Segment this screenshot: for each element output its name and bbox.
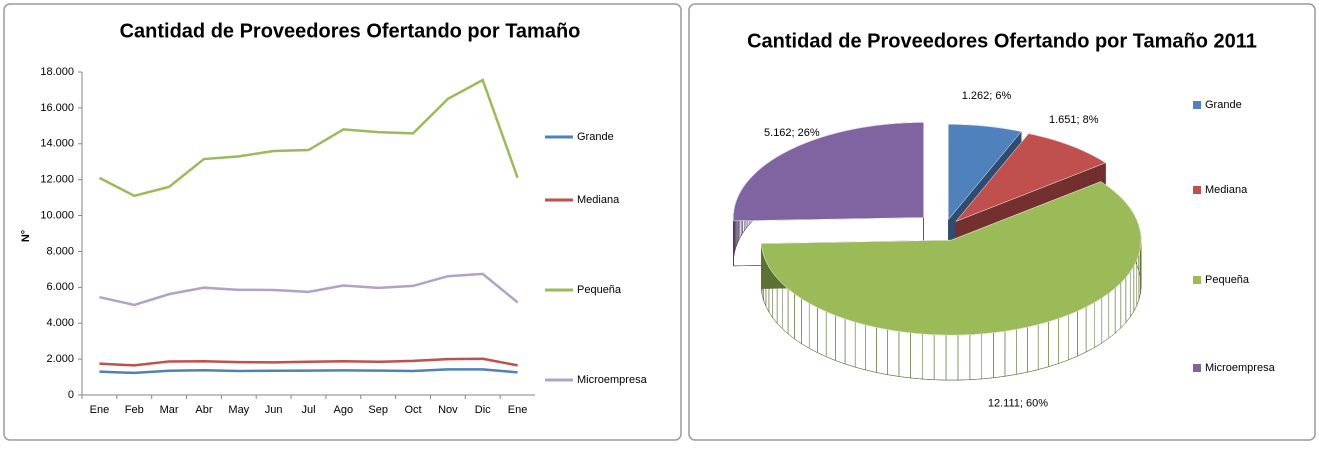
data-label: 5.162; 26% [764,127,820,139]
x-tick-label: Ago [334,404,354,416]
legend-label: Pequeña [577,284,622,296]
x-tick-label: Ene [508,404,528,416]
legend-label: Grande [1205,99,1242,111]
x-tick-label: Sep [368,404,388,416]
data-label: 1.262; 6% [962,90,1012,102]
legend-swatch [1193,186,1201,194]
legend-label: Mediana [1205,184,1248,196]
legend-label: Mediana [577,194,620,206]
x-tick-label: Jul [301,404,315,416]
legend-label: Pequeña [1205,274,1250,286]
legend-swatch [1193,276,1201,284]
legend-swatch [1193,101,1201,109]
series-line [99,272,519,307]
pie-slice [955,133,1107,222]
x-tick-label: Dic [475,404,491,416]
legend-label: Microempresa [577,374,648,386]
series-line [98,78,519,198]
y-tick-label: 8.000 [46,245,74,257]
x-tick-label: Abr [195,404,212,416]
x-tick-label: Mar [160,404,179,416]
y-tick-label: 0 [68,389,74,401]
x-tick-label: Nov [438,404,458,416]
left-panel [3,3,682,441]
chart-title: Cantidad de Proveedores Ofertando por Ta… [747,30,1257,52]
x-tick-label: May [228,404,249,416]
series-line [99,368,518,375]
data-label: 12.111; 60% [988,397,1048,409]
series-line [99,357,518,367]
legend-label: Grande [577,131,614,143]
y-tick-label: 10.000 [40,209,74,221]
y-tick-label: 18.000 [40,66,74,78]
pie-slice [761,181,1142,336]
legend-swatch [1193,364,1201,372]
y-tick-label: 14.000 [40,138,74,150]
legend-label: Microempresa [1205,362,1276,374]
x-tick-label: Feb [125,404,144,416]
y-tick-label: 6.000 [46,281,74,293]
data-label: 1.651; 8% [1049,114,1099,126]
x-tick-label: Ene [90,404,110,416]
y-axis-label: N° [20,230,32,242]
y-tick-label: 16.000 [40,102,74,114]
x-tick-label: Oct [404,404,421,416]
chart-title: Cantidad de Proveedores Ofertando por Ta… [120,20,581,42]
y-tick-label: 4.000 [46,317,74,329]
pie-slice [733,122,924,222]
y-tick-label: 12.000 [40,174,74,186]
pie-slice [948,124,1022,221]
y-tick-label: 2.000 [46,353,74,365]
x-tick-label: Jun [265,404,283,416]
